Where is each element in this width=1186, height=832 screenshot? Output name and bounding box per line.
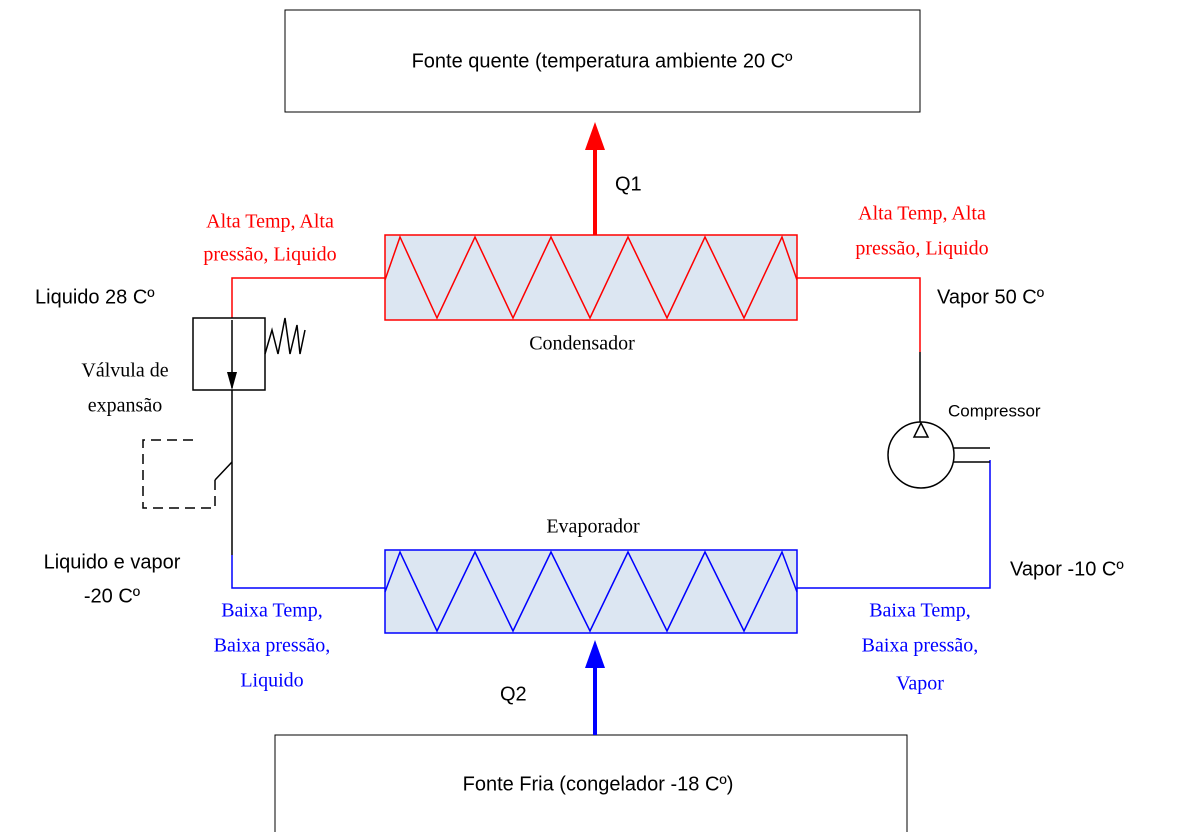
- valve: [192, 317, 266, 391]
- state-label: pressão, Liquido: [855, 238, 988, 260]
- valve-spring: [264, 317, 306, 355]
- wire-red-right: [797, 277, 921, 352]
- q2-label: Q2: [500, 683, 527, 705]
- point-label: Liquido 28 Cº: [35, 286, 155, 308]
- condenser: [384, 234, 798, 321]
- evaporator: [384, 549, 798, 634]
- cold-source-label: Fonte Fria (congelador -18 Cº): [463, 773, 734, 795]
- valve-pilot: [142, 439, 216, 509]
- condenser-coil: [384, 234, 798, 320]
- hot-source-label: Fonte quente (temperatura ambiente 20 Cº: [412, 50, 794, 72]
- q1-arrowhead: [585, 122, 605, 150]
- valve-label: Válvula de: [81, 360, 168, 382]
- valve-arrowhead: [227, 372, 237, 390]
- state-label: pressão, Liquido: [203, 244, 336, 266]
- wire-blue-right: [797, 460, 991, 589]
- point-label: -20 Cº: [84, 585, 141, 607]
- evaporator-label: Evaporador: [546, 516, 640, 538]
- compressor-triangle: [912, 421, 930, 438]
- wire-blue-left: [231, 555, 385, 589]
- cold-source-box: [274, 734, 908, 832]
- state-label: Alta Temp, Alta: [858, 203, 986, 225]
- valve-label: expansão: [88, 395, 162, 417]
- compressor-label: Compressor: [948, 401, 1041, 420]
- state-label: Baixa pressão,: [214, 635, 331, 657]
- evaporator-coil: [384, 550, 798, 633]
- wire-red-left: [231, 277, 385, 320]
- state-label: Baixa pressão,: [862, 635, 979, 657]
- state-label: Alta Temp, Alta: [206, 211, 334, 233]
- condenser-label: Condensador: [529, 333, 635, 355]
- point-label: Vapor -10 Cº: [1010, 558, 1124, 580]
- state-label: Baixa Temp,: [869, 600, 971, 622]
- state-label: Vapor: [896, 673, 944, 695]
- state-label: Liquido: [240, 670, 303, 692]
- hot-source-box: [284, 9, 921, 113]
- valve-pilot-link: [214, 461, 233, 481]
- point-label: Vapor 50 Cº: [937, 286, 1045, 308]
- q2-arrowhead: [585, 640, 605, 668]
- q1-label: Q1: [615, 173, 642, 195]
- state-label: Baixa Temp,: [221, 600, 323, 622]
- point-label: Liquido e vapor: [44, 551, 181, 573]
